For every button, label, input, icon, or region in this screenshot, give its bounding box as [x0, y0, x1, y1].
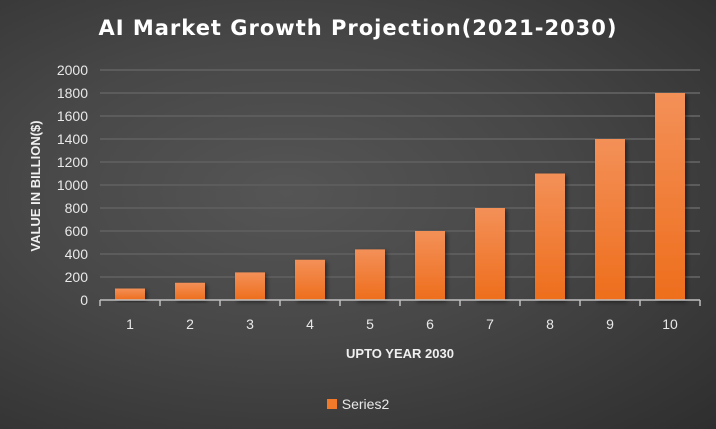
x-tick-label: 8 [546, 316, 554, 332]
y-tick-label: 1200 [57, 154, 88, 170]
bar [115, 288, 145, 300]
y-tick-label: 200 [65, 269, 89, 285]
x-tick-label: 10 [662, 316, 678, 332]
bar [235, 272, 265, 300]
y-tick-label: 2000 [57, 62, 88, 78]
x-tick-label: 1 [126, 316, 134, 332]
y-tick-label: 0 [80, 292, 88, 308]
y-tick-label: 1000 [57, 177, 88, 193]
bar [535, 173, 565, 300]
bar [655, 93, 685, 300]
bar [355, 249, 385, 300]
bar [415, 231, 445, 300]
x-tick-label: 9 [606, 316, 614, 332]
x-tick-label: 7 [486, 316, 494, 332]
y-tick-label: 1400 [57, 131, 88, 147]
x-tick-label: 5 [366, 316, 374, 332]
y-tick-label: 800 [65, 200, 89, 216]
x-axis-label: UPTO YEAR 2030 [346, 346, 454, 361]
bar [175, 282, 205, 300]
y-axis-label: VALUE IN BILLION($) [28, 120, 43, 251]
x-tick-label: 6 [426, 316, 434, 332]
y-tick-label: 1600 [57, 108, 88, 124]
legend-label: Series2 [341, 396, 390, 412]
x-tick-label: 2 [186, 316, 194, 332]
legend-swatch [326, 399, 337, 409]
bar [595, 139, 625, 300]
y-tick-label: 400 [65, 246, 89, 262]
y-tick-label: 600 [65, 223, 89, 239]
legend: Series2 [0, 396, 716, 412]
x-tick-label: 3 [246, 316, 254, 332]
bar [475, 208, 505, 300]
bar [295, 259, 325, 300]
y-tick-label: 1800 [57, 85, 88, 101]
x-tick-label: 4 [306, 316, 314, 332]
chart-title: AI Market Growth Projection(2021-2030) [98, 16, 618, 40]
